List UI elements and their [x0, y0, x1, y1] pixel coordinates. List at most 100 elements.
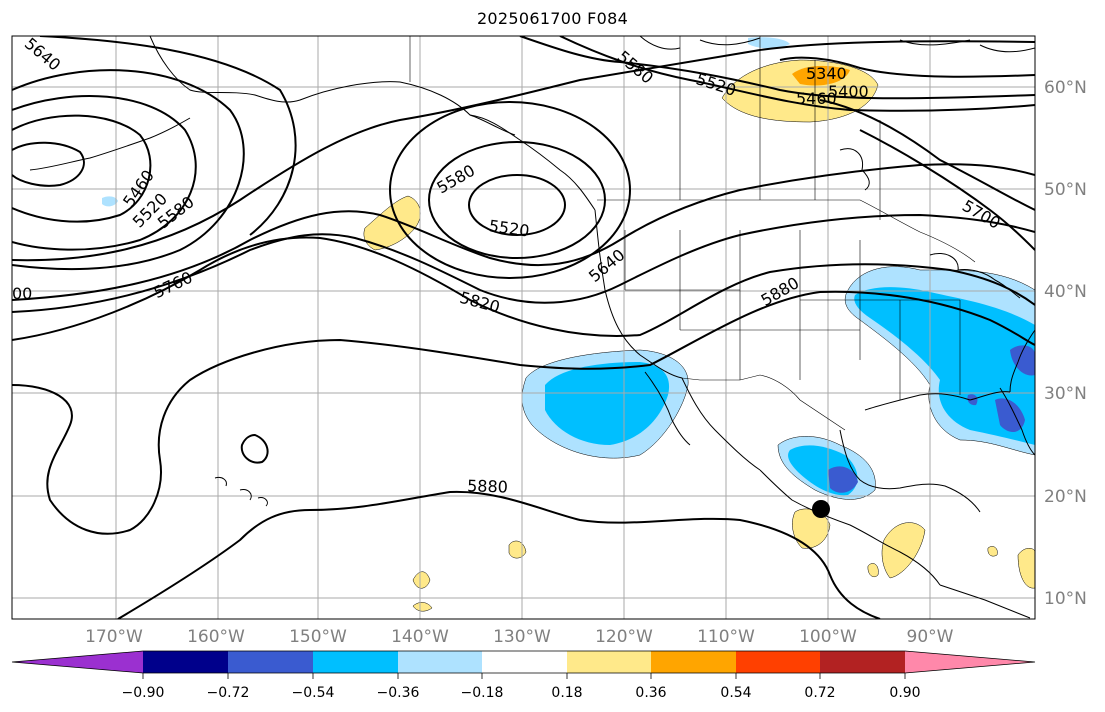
positive-anomaly-area [792, 65, 850, 86]
colorbar-segment [567, 651, 651, 673]
negative-anomaly-area [854, 287, 1035, 445]
gridlines [12, 36, 1035, 619]
positive-anomaly-area [1017, 548, 1035, 589]
longitude-label: 130°W [493, 627, 551, 647]
colorbar-segment [820, 651, 905, 673]
contour-line [819, 99, 1035, 211]
east-coast-us [1009, 329, 1035, 393]
latitude-label: 10°N [1044, 589, 1087, 609]
contour-line [12, 40, 1035, 262]
colorbar-ticks [142, 673, 906, 679]
contour-line [39, 36, 297, 236]
contour-line [240, 433, 269, 464]
colorbar-tick-label: 0.72 [804, 685, 835, 701]
map-title: 2025061700 F084 [476, 9, 629, 28]
positive-anomaly-area [412, 571, 431, 589]
mexico-west-coast [759, 469, 941, 586]
colorbar-segment [736, 651, 820, 673]
contour-line [117, 490, 881, 619]
contour-line [12, 163, 1035, 301]
longitude-label: 100°W [799, 627, 857, 647]
colorbar-segment [398, 651, 482, 673]
gulf-of-alaska-coast [469, 114, 596, 211]
colorbar-tick-label: 0.18 [551, 685, 582, 701]
longitude-label: 140°W [391, 627, 449, 647]
map-panel: 5640 5460 5520 5580 5760 00 5580 5520 56… [12, 36, 1035, 619]
colorbar-tick-label: 0.90 [889, 685, 920, 701]
longitude-label: 150°W [289, 627, 347, 647]
us-canada-border [597, 199, 976, 263]
contour-line [12, 213, 1035, 313]
canada-province-lines [679, 36, 881, 220]
contour-line [12, 114, 152, 223]
height-contours [12, 36, 1035, 619]
contour-line [859, 129, 1035, 251]
us-state-lines [624, 230, 961, 400]
central-america [939, 584, 1031, 619]
coastlines [29, 36, 1035, 619]
us-mexico-border [681, 374, 846, 431]
contour-label: 5340 [806, 64, 847, 83]
contour-line [12, 141, 85, 187]
colorbar-tick-label: −0.18 [461, 685, 504, 701]
aleutian-islands [29, 117, 191, 171]
contour-line [12, 95, 197, 251]
contour-label: 00 [12, 284, 32, 303]
latitude-label: 40°N [1044, 282, 1087, 302]
latitude-label: 20°N [1044, 487, 1087, 507]
positive-anomaly-area [412, 602, 433, 612]
colorbar-tick-label: 0.36 [635, 685, 666, 701]
latitude-labels: 60°N 50°N 40°N 30°N 20°N 10°N [1044, 78, 1087, 609]
colorbar-segment [313, 651, 398, 673]
contour-line [468, 174, 566, 236]
political-boundaries [409, 36, 976, 431]
longitude-label: 170°W [85, 627, 143, 647]
colorbar-tick-label: −0.54 [292, 685, 335, 701]
gulf-coast-us [864, 391, 1011, 411]
contour-label: 5400 [828, 82, 869, 101]
contour-line [389, 101, 631, 279]
colorbar: −0.90 −0.72 −0.54 −0.36 −0.18 0.18 0.36 … [11, 650, 1036, 701]
hawaii [214, 477, 268, 507]
map-frame [11, 35, 1036, 620]
longitude-label: 160°W [187, 627, 245, 647]
longitude-label: 120°W [595, 627, 653, 647]
baja-california [644, 371, 691, 446]
contour-line [428, 141, 606, 259]
storm-center-dot [812, 500, 830, 518]
negative-anomaly-area [748, 37, 790, 49]
colorbar-tick-label: −0.36 [377, 685, 420, 701]
colorbar-tick-label: −0.90 [122, 685, 165, 701]
mexico-east-coast [839, 429, 981, 513]
latitude-label: 30°N [1044, 384, 1087, 404]
positive-anomaly-area [881, 522, 926, 579]
contour-line [559, 36, 1035, 112]
colorbar-segment [143, 651, 228, 673]
contour-line [519, 36, 1035, 100]
negative-anomaly-area [545, 362, 670, 445]
colorbar-segment [228, 651, 313, 673]
gulf-of-california [681, 377, 761, 471]
longitude-label: 110°W [697, 627, 755, 647]
contour-label: 5880 [467, 476, 508, 496]
latitude-label: 50°N [1044, 180, 1087, 200]
contour-line [779, 56, 1035, 78]
canada-arctic-islands [639, 36, 1035, 53]
colorbar-tick-label: 0.54 [720, 685, 751, 701]
alaska-coast [149, 36, 516, 136]
contour-line [12, 69, 245, 271]
negative-anomaly-area [995, 398, 1025, 432]
positive-anomaly-area [987, 546, 998, 557]
colorbar-under-extension [12, 651, 143, 673]
longitude-label: 90°W [907, 627, 954, 647]
contour-line [12, 236, 1035, 341]
negative-anomaly-area [828, 466, 858, 493]
longitude-labels: 170°W 160°W 150°W 140°W 130°W 120°W 110°… [85, 627, 954, 647]
latitude-label: 60°N [1044, 78, 1087, 98]
negative-anomaly-area [102, 196, 118, 207]
colorbar-segment [651, 651, 736, 673]
colorbar-segment [482, 651, 567, 673]
contour-label: 5460 [796, 89, 837, 108]
contour-line [12, 290, 1035, 535]
